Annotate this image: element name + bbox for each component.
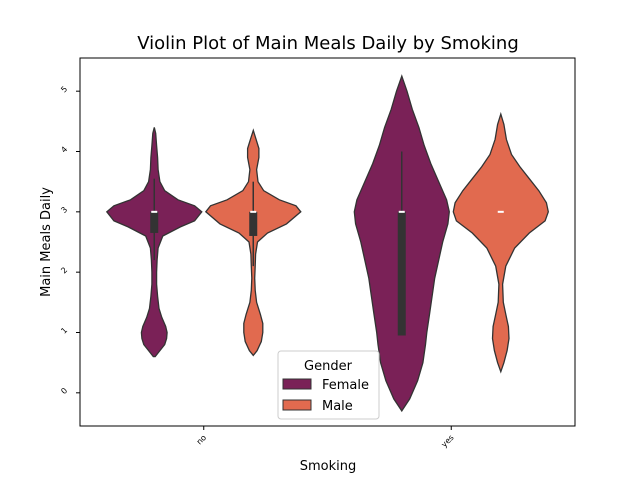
legend-label-male: Male: [322, 399, 353, 414]
y-tick-label: 4: [59, 145, 69, 155]
y-tick-label: 5: [59, 84, 69, 94]
y-tick-label: 3: [59, 205, 69, 215]
y-tick-label: 2: [59, 265, 69, 275]
legend: Gender Female Male: [277, 350, 380, 420]
legend-title: Gender: [304, 359, 353, 374]
y-axis: 0 1 2 3 4 5: [59, 84, 80, 396]
violin-female-yes: [353, 74, 450, 413]
violin-iqr-box: [249, 211, 258, 236]
y-tick-label: 0: [59, 386, 69, 396]
violin-median: [250, 210, 257, 213]
violin-median: [497, 210, 504, 213]
legend-label-female: Female: [322, 378, 369, 393]
violin-median: [398, 210, 405, 213]
violin-median: [151, 210, 158, 213]
violin-male-no: [204, 128, 302, 357]
legend-swatch-female: [282, 378, 312, 390]
y-tick-label: 1: [59, 326, 69, 336]
x-tick-label: no: [195, 433, 208, 446]
x-tick-label: yes: [440, 433, 456, 449]
violin-male-yes: [452, 111, 549, 374]
x-axis-label: Smoking: [300, 459, 357, 474]
violin-female-no: [105, 127, 203, 358]
violin-body: [452, 111, 549, 374]
x-axis: no yes: [195, 426, 456, 449]
violin-group: [105, 74, 549, 413]
chart-title: Violin Plot of Main Meals Daily by Smoki…: [137, 33, 519, 54]
y-axis-label: Main Meals Daily: [39, 187, 54, 297]
violin-iqr-box: [397, 211, 406, 336]
violin-iqr-box: [150, 211, 159, 233]
legend-swatch-male: [282, 399, 312, 411]
plot-frame: [79, 57, 576, 427]
